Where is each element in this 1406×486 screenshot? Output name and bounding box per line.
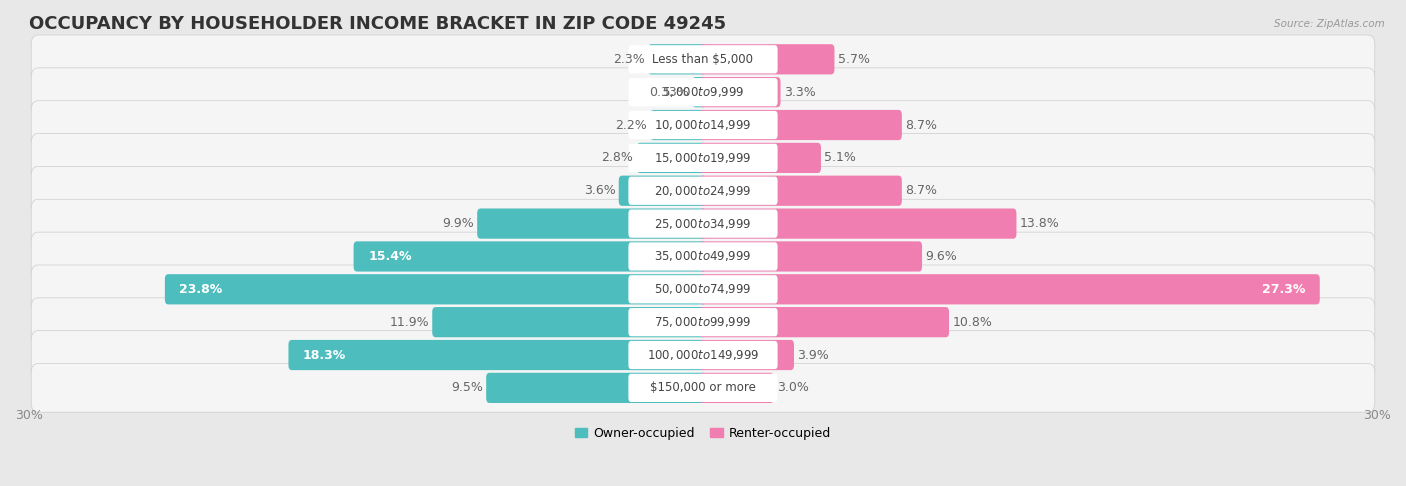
FancyBboxPatch shape: [31, 298, 1375, 347]
FancyBboxPatch shape: [700, 110, 901, 140]
FancyBboxPatch shape: [700, 143, 821, 173]
Text: 23.8%: 23.8%: [180, 283, 222, 296]
Text: 3.3%: 3.3%: [785, 86, 815, 99]
FancyBboxPatch shape: [700, 242, 922, 272]
Text: $50,000 to $74,999: $50,000 to $74,999: [654, 282, 752, 296]
Text: OCCUPANCY BY HOUSEHOLDER INCOME BRACKET IN ZIP CODE 49245: OCCUPANCY BY HOUSEHOLDER INCOME BRACKET …: [30, 15, 725, 33]
Text: 10.8%: 10.8%: [952, 316, 993, 329]
FancyBboxPatch shape: [165, 274, 706, 304]
Text: 9.5%: 9.5%: [451, 382, 482, 394]
Text: 18.3%: 18.3%: [304, 348, 346, 362]
FancyBboxPatch shape: [31, 68, 1375, 117]
Text: Source: ZipAtlas.com: Source: ZipAtlas.com: [1274, 19, 1385, 30]
Text: $20,000 to $24,999: $20,000 to $24,999: [654, 184, 752, 198]
FancyBboxPatch shape: [31, 199, 1375, 248]
FancyBboxPatch shape: [31, 265, 1375, 313]
FancyBboxPatch shape: [31, 134, 1375, 182]
Text: 9.6%: 9.6%: [925, 250, 957, 263]
Text: $15,000 to $19,999: $15,000 to $19,999: [654, 151, 752, 165]
Text: 8.7%: 8.7%: [905, 119, 938, 132]
FancyBboxPatch shape: [31, 101, 1375, 149]
Legend: Owner-occupied, Renter-occupied: Owner-occupied, Renter-occupied: [569, 422, 837, 445]
FancyBboxPatch shape: [31, 166, 1375, 215]
FancyBboxPatch shape: [692, 77, 706, 107]
Text: 9.9%: 9.9%: [441, 217, 474, 230]
Text: 2.3%: 2.3%: [613, 53, 644, 66]
Text: 0.33%: 0.33%: [650, 86, 689, 99]
Text: Less than $5,000: Less than $5,000: [652, 53, 754, 66]
FancyBboxPatch shape: [700, 373, 773, 403]
FancyBboxPatch shape: [700, 274, 1320, 304]
FancyBboxPatch shape: [637, 143, 706, 173]
FancyBboxPatch shape: [700, 77, 780, 107]
FancyBboxPatch shape: [650, 110, 706, 140]
FancyBboxPatch shape: [628, 374, 778, 402]
FancyBboxPatch shape: [477, 208, 706, 239]
Text: 3.6%: 3.6%: [583, 184, 616, 197]
FancyBboxPatch shape: [288, 340, 706, 370]
FancyBboxPatch shape: [31, 330, 1375, 380]
Text: 27.3%: 27.3%: [1261, 283, 1305, 296]
Text: $100,000 to $149,999: $100,000 to $149,999: [647, 348, 759, 362]
Text: $5,000 to $9,999: $5,000 to $9,999: [662, 85, 744, 99]
FancyBboxPatch shape: [628, 275, 778, 303]
FancyBboxPatch shape: [700, 175, 901, 206]
FancyBboxPatch shape: [628, 176, 778, 205]
FancyBboxPatch shape: [31, 35, 1375, 84]
FancyBboxPatch shape: [648, 44, 706, 74]
Text: 2.8%: 2.8%: [602, 151, 633, 164]
FancyBboxPatch shape: [628, 209, 778, 238]
FancyBboxPatch shape: [31, 232, 1375, 281]
FancyBboxPatch shape: [619, 175, 706, 206]
FancyBboxPatch shape: [700, 307, 949, 337]
FancyBboxPatch shape: [628, 243, 778, 271]
FancyBboxPatch shape: [628, 308, 778, 336]
Text: 15.4%: 15.4%: [368, 250, 412, 263]
Text: $25,000 to $34,999: $25,000 to $34,999: [654, 217, 752, 230]
Text: 11.9%: 11.9%: [389, 316, 429, 329]
FancyBboxPatch shape: [628, 341, 778, 369]
Text: 2.2%: 2.2%: [614, 119, 647, 132]
Text: 5.7%: 5.7%: [838, 53, 870, 66]
Text: 13.8%: 13.8%: [1019, 217, 1060, 230]
Text: 3.0%: 3.0%: [778, 382, 808, 394]
FancyBboxPatch shape: [628, 111, 778, 139]
Text: 8.7%: 8.7%: [905, 184, 938, 197]
FancyBboxPatch shape: [31, 364, 1375, 412]
FancyBboxPatch shape: [700, 208, 1017, 239]
FancyBboxPatch shape: [432, 307, 706, 337]
Text: $10,000 to $14,999: $10,000 to $14,999: [654, 118, 752, 132]
Text: 5.1%: 5.1%: [824, 151, 856, 164]
FancyBboxPatch shape: [354, 242, 706, 272]
Text: $75,000 to $99,999: $75,000 to $99,999: [654, 315, 752, 329]
FancyBboxPatch shape: [486, 373, 706, 403]
FancyBboxPatch shape: [628, 78, 778, 106]
FancyBboxPatch shape: [628, 45, 778, 73]
FancyBboxPatch shape: [700, 44, 834, 74]
Text: 3.9%: 3.9%: [797, 348, 830, 362]
FancyBboxPatch shape: [700, 340, 794, 370]
Text: $150,000 or more: $150,000 or more: [650, 382, 756, 394]
Text: $35,000 to $49,999: $35,000 to $49,999: [654, 249, 752, 263]
FancyBboxPatch shape: [628, 144, 778, 172]
